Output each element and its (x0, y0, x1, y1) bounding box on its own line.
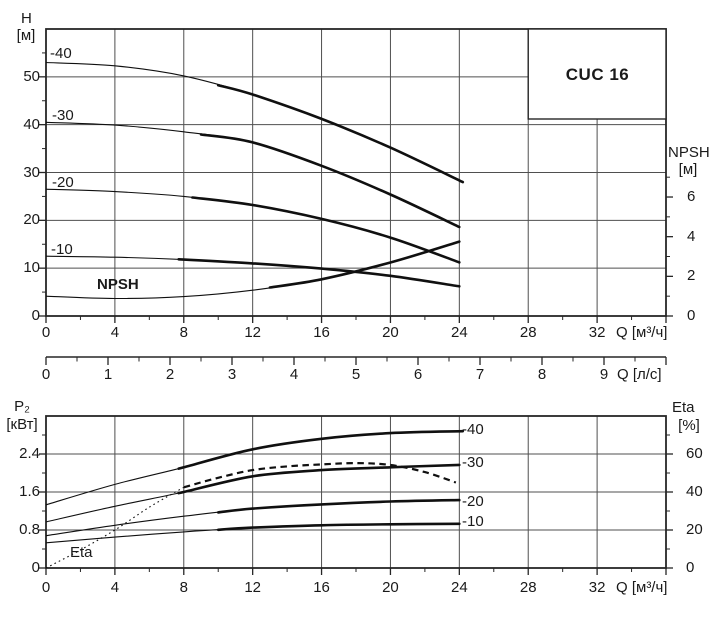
q-ls-tick-label: 1 (103, 366, 113, 383)
curve-label-bottom-minus-40: -40 (462, 421, 484, 438)
q-m3h-tick-label-top: 0 (41, 324, 51, 341)
eta-axis-tick-label: 40 (686, 483, 703, 500)
p2-axis-label: P₂ (14, 398, 30, 415)
p2-axis-tick-label: 0.8 (19, 521, 40, 538)
q-m3h-tick-label-top: 32 (588, 324, 606, 341)
q-m3h-tick-label-top: 28 (519, 324, 537, 341)
q-m3h-tick-label-top: 24 (450, 324, 468, 341)
q-ls-tick-label: 0 (41, 366, 51, 383)
q-m3h-tick-label-bottom: 0 (41, 579, 51, 596)
q-m3h-tick-label-top: 4 (110, 324, 120, 341)
h-axis-tick-label: 40 (23, 115, 40, 133)
curve-label-top-minus-40: -40 (50, 45, 72, 62)
q-ls-tick-label: 6 (413, 366, 423, 383)
q-ls-tick-label: 5 (351, 366, 361, 383)
npsh-axis-label: NPSH (668, 144, 710, 161)
h-axis-tick-label: 20 (23, 211, 40, 229)
curve-label-bottom-minus-10: -10 (462, 513, 484, 530)
eta-axis-unit: [%] (678, 417, 700, 434)
eta-axis-tick-label: 0 (686, 559, 695, 576)
q-m3h-tick-label-bottom: 16 (313, 579, 330, 596)
p2-axis-tick-label: 2.4 (19, 445, 40, 462)
npsh-axis-tick-label: 2 (687, 267, 696, 285)
q-m3h-tick-label-top: 20 (382, 324, 399, 341)
pump-type-title: CUC 16 (565, 64, 630, 84)
q-m3h-label-bottom: Q [м³/ч] (616, 579, 668, 596)
curve-label-bottom-minus-20: -20 (462, 493, 484, 510)
eta-axis-label: Eta (672, 399, 695, 416)
npsh-axis-tick-label: 0 (687, 307, 696, 324)
q-m3h-tick-label-bottom: 12 (244, 579, 261, 596)
q-ls-tick-label: 2 (165, 366, 175, 383)
npsh-curve-label: NPSH (97, 276, 139, 293)
eta-axis-tick-label: 60 (686, 445, 703, 462)
h-axis-tick-label: 10 (23, 259, 40, 277)
q-m3h-label-top: Q [м³/ч] (616, 324, 668, 341)
h-axis-tick-label: 30 (23, 163, 40, 181)
eta-curve-label: Eta (70, 544, 93, 561)
q-m3h-tick-label-bottom: 4 (110, 579, 120, 596)
curve-label-top-minus-30: -30 (52, 107, 74, 124)
q-ls-tick-label: 7 (475, 366, 485, 383)
q-ls-tick-label: 9 (599, 366, 609, 383)
h-axis-unit: [м] (16, 27, 36, 44)
q-m3h-tick-label-bottom: 8 (179, 579, 188, 596)
q-m3h-tick-label-top: 8 (179, 324, 188, 341)
npsh-axis-tick-label: 6 (687, 188, 696, 206)
eta-axis-tick-label: 20 (686, 521, 703, 538)
npsh-axis-unit: [м] (678, 161, 698, 178)
curve-label-bottom-minus-30: -30 (462, 454, 484, 471)
curve-label-top-minus-10: -10 (51, 241, 73, 258)
q-ls-tick-label: 8 (537, 366, 547, 383)
q-m3h-tick-label-top: 16 (313, 324, 330, 341)
curve-label-top-minus-20: -20 (52, 174, 74, 191)
q-ls-label: Q [л/с] (617, 366, 662, 383)
q-ls-tick-label: 3 (227, 366, 237, 383)
q-ls-tick-label: 4 (289, 366, 299, 383)
q-m3h-tick-label-bottom: 20 (382, 579, 399, 596)
q-m3h-tick-label-bottom: 24 (450, 579, 468, 596)
h-axis-label: H (21, 10, 32, 27)
h-axis-tick-label: 0 (31, 307, 40, 324)
p2-axis-tick-label: 0 (31, 559, 40, 576)
h-axis-tick-label: 50 (23, 67, 40, 85)
npsh-axis-tick-label: 4 (687, 227, 696, 245)
p2-axis-unit: [кВт] (6, 416, 38, 433)
q-m3h-tick-label-bottom: 28 (519, 579, 537, 596)
q-m3h-tick-label-bottom: 32 (588, 579, 606, 596)
q-m3h-tick-label-top: 12 (244, 324, 261, 341)
p2-axis-tick-label: 1.6 (19, 483, 40, 500)
